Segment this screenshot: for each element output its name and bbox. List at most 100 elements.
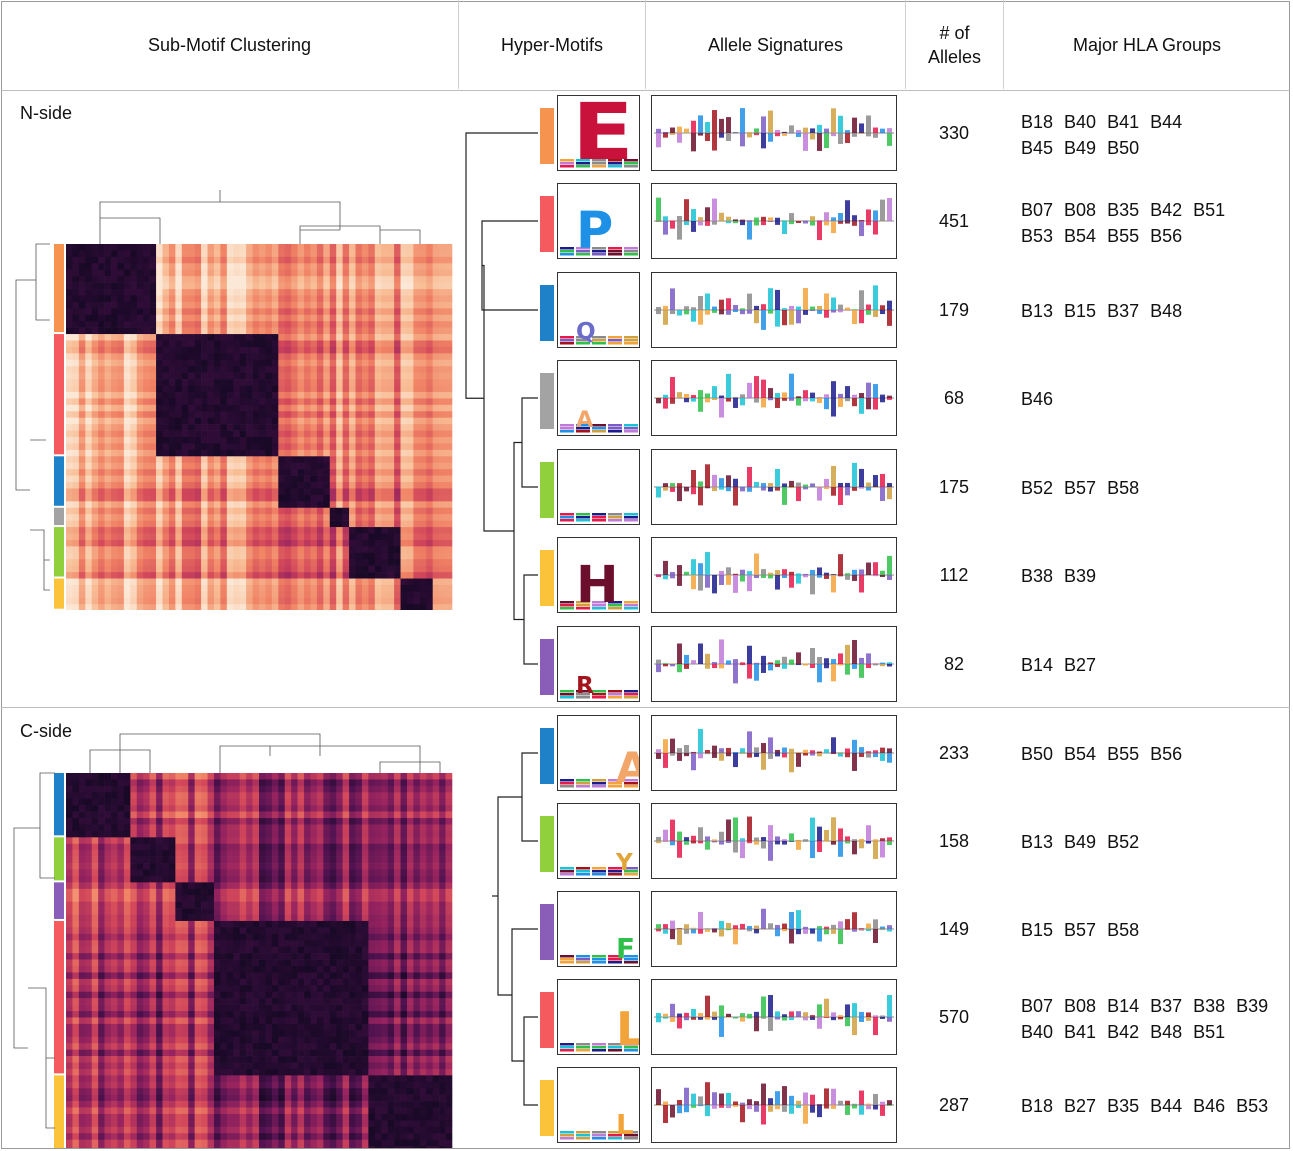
heatmap-cell	[323, 850, 331, 857]
heatmap-cell	[168, 494, 176, 502]
heatmap-cell	[368, 908, 376, 915]
heatmap-cell	[432, 843, 440, 851]
heatmap-cell	[78, 869, 86, 877]
heatmap-cell	[239, 785, 247, 793]
heatmap-cell	[439, 424, 446, 431]
heatmap-cell	[400, 811, 408, 819]
heatmap-cell	[336, 514, 343, 521]
heatmap-cell	[201, 308, 208, 316]
heatmap-cell	[201, 391, 208, 399]
heatmap-cell	[123, 411, 131, 418]
heatmap-cell	[406, 295, 414, 303]
heatmap-cell	[226, 424, 234, 431]
heatmap-cell	[162, 901, 170, 909]
heatmap-cell	[130, 494, 138, 502]
heatmap-cell	[297, 263, 305, 271]
heatmap-cell	[419, 404, 427, 412]
heatmap-cell	[91, 843, 99, 851]
heatmap-cell	[91, 398, 99, 406]
heatmap-cell	[78, 437, 86, 444]
heatmap-cell	[439, 391, 446, 399]
heatmap-cell	[316, 314, 324, 322]
heatmap-cell	[162, 327, 170, 335]
heatmap-cell	[426, 404, 433, 412]
heatmap-cell	[310, 565, 318, 573]
heatmap-cell	[136, 269, 144, 277]
heatmap-cell	[265, 488, 273, 496]
heatmap-cell	[310, 353, 318, 361]
heatmap-cell	[156, 301, 163, 309]
heatmap-cell	[259, 501, 266, 509]
heatmap-cell	[368, 604, 376, 610]
heatmap-cell	[201, 372, 208, 380]
heatmap-cell	[66, 565, 73, 573]
heatmap-cell	[188, 430, 195, 438]
heatmap-cell	[111, 404, 118, 412]
heatmap-cell	[181, 417, 189, 425]
heatmap-cell	[85, 837, 93, 845]
heatmap-cell	[304, 895, 311, 902]
heatmap-cell	[271, 572, 279, 579]
heatmap-cell	[66, 584, 73, 592]
heatmap-cell	[85, 411, 93, 418]
heatmap-cell	[291, 863, 298, 870]
heatmap-cell	[259, 269, 266, 277]
heatmap-cell	[323, 888, 331, 896]
heatmap-cell	[387, 908, 395, 915]
heatmap-cell	[278, 417, 286, 425]
heatmap-cell	[381, 456, 388, 464]
heatmap-cell	[387, 430, 395, 438]
heatmap-cell	[394, 462, 401, 470]
heatmap-cell	[104, 301, 112, 309]
heatmap-cell	[194, 424, 202, 431]
heatmap-cell	[123, 385, 131, 393]
heatmap-dendrogram	[15, 190, 421, 591]
heatmap-cell	[278, 856, 286, 864]
heatmap-cell	[310, 572, 318, 579]
heatmap-cell	[162, 346, 170, 354]
heatmap-cell	[72, 424, 80, 431]
heatmap-cell	[374, 830, 382, 838]
heatmap-cell	[175, 779, 183, 787]
heatmap-cell	[278, 875, 286, 883]
heatmap-cell	[284, 308, 292, 316]
heatmap-cell	[149, 346, 157, 354]
heatmap-cell	[111, 334, 118, 341]
heatmap-cell	[406, 875, 414, 883]
heatmap-cell	[284, 398, 292, 406]
heatmap-cell	[117, 263, 125, 271]
heatmap-cell	[439, 908, 446, 915]
heatmap-cell	[156, 417, 163, 425]
heatmap-cell	[226, 372, 234, 380]
heatmap-cell	[117, 565, 125, 573]
heatmap-cell	[168, 811, 176, 819]
heatmap-cell	[291, 591, 298, 599]
heatmap-cell	[123, 830, 131, 838]
heatmap-cell	[406, 482, 414, 489]
heatmap-cell	[355, 792, 363, 800]
heatmap-cell	[213, 901, 221, 909]
heatmap-cell	[355, 559, 363, 566]
heatmap-cell	[394, 798, 401, 806]
heatmap-cell	[323, 773, 331, 780]
heatmap-cell	[342, 527, 350, 534]
heatmap-cell	[220, 501, 228, 509]
heatmap-cell	[117, 818, 125, 825]
heatmap-cell	[175, 869, 183, 877]
heatmap-cell	[387, 604, 395, 610]
heatmap-cell	[85, 559, 93, 566]
heatmap-cell	[342, 462, 350, 470]
heatmap-cell	[310, 462, 318, 470]
heatmap-cell	[168, 269, 176, 277]
heatmap-cell	[162, 818, 170, 825]
heatmap-cell	[156, 773, 163, 780]
heatmap-cell	[66, 901, 73, 909]
heatmap-cell	[233, 475, 240, 483]
heatmap-cell	[201, 282, 208, 290]
heatmap-cell	[336, 908, 343, 915]
heatmap-cell	[72, 449, 80, 457]
heatmap-cell	[104, 385, 112, 393]
heatmap-cell	[181, 875, 189, 883]
heatmap-cell	[149, 779, 157, 787]
heatmap-cell	[143, 301, 150, 309]
